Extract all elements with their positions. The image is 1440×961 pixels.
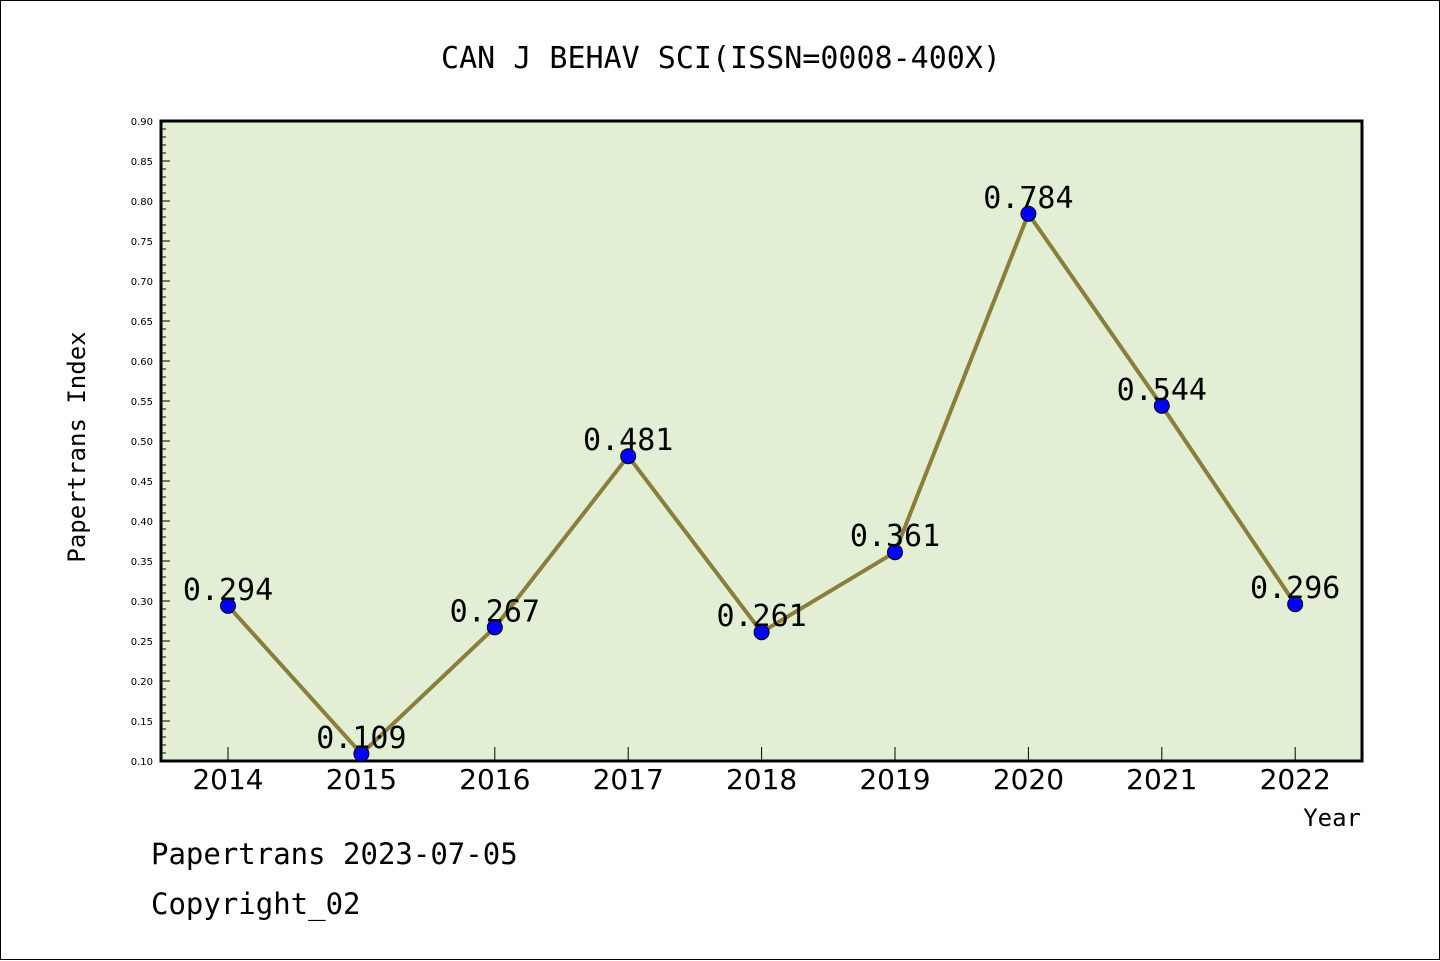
data-label: 0.544	[1117, 373, 1207, 408]
x-tick-label: 2014	[192, 763, 263, 796]
data-point	[486, 619, 503, 636]
y-tick-label: 0.55	[131, 397, 153, 408]
x-tick-label: 2020	[993, 763, 1064, 796]
x-axis-label: Year	[1303, 804, 1361, 832]
x-tick-label: 2019	[859, 763, 930, 796]
data-point	[620, 448, 637, 465]
x-tick-label: 2021	[1126, 763, 1197, 796]
data-label: 0.294	[183, 573, 273, 608]
y-tick-label: 0.15	[131, 717, 153, 728]
x-tick-label: 2017	[593, 763, 664, 796]
data-label: 0.109	[316, 721, 406, 756]
data-label: 0.784	[983, 181, 1073, 216]
y-tick-label: 0.45	[131, 477, 153, 488]
data-label: 0.361	[850, 519, 940, 554]
footer-date: Papertrans 2023-07-05	[151, 837, 518, 871]
y-tick-label: 0.35	[131, 557, 153, 568]
x-tick-label: 2016	[459, 763, 530, 796]
y-tick-label: 0.60	[131, 357, 153, 368]
x-tick-label: 2015	[326, 763, 397, 796]
data-label: 0.267	[450, 594, 540, 629]
y-tick-label: 0.20	[131, 677, 153, 688]
y-tick-label: 0.65	[131, 317, 153, 328]
data-label: 0.481	[583, 423, 673, 458]
data-point	[1153, 397, 1170, 414]
y-tick-label: 0.80	[131, 197, 153, 208]
y-tick-label: 0.90	[131, 117, 153, 128]
footer-copyright: Copyright_02	[151, 887, 361, 921]
data-label: 0.296	[1250, 571, 1340, 606]
y-tick-label: 0.25	[131, 637, 153, 648]
y-tick-label: 0.70	[131, 277, 153, 288]
x-tick-label: 2018	[726, 763, 797, 796]
data-point	[753, 624, 770, 641]
chart-title: CAN J BEHAV SCI(ISSN=0008-400X)	[441, 41, 1001, 76]
data-point	[220, 597, 236, 614]
y-tick-label: 0.30	[131, 597, 153, 608]
x-tick-label: 2022	[1260, 763, 1331, 796]
y-axis-label: Papertrans Index	[63, 331, 91, 562]
y-tick-label: 0.85	[131, 157, 153, 168]
data-point	[887, 544, 903, 561]
data-label: 0.261	[716, 599, 806, 634]
y-tick-label: 0.10	[131, 757, 153, 768]
data-point	[1020, 205, 1037, 222]
y-tick-label: 0.75	[131, 237, 153, 248]
data-point	[353, 745, 370, 762]
y-tick-label: 0.40	[131, 517, 153, 528]
plot-area	[159, 119, 1364, 763]
y-tick-label: 0.50	[131, 437, 153, 448]
data-point	[1287, 596, 1304, 613]
